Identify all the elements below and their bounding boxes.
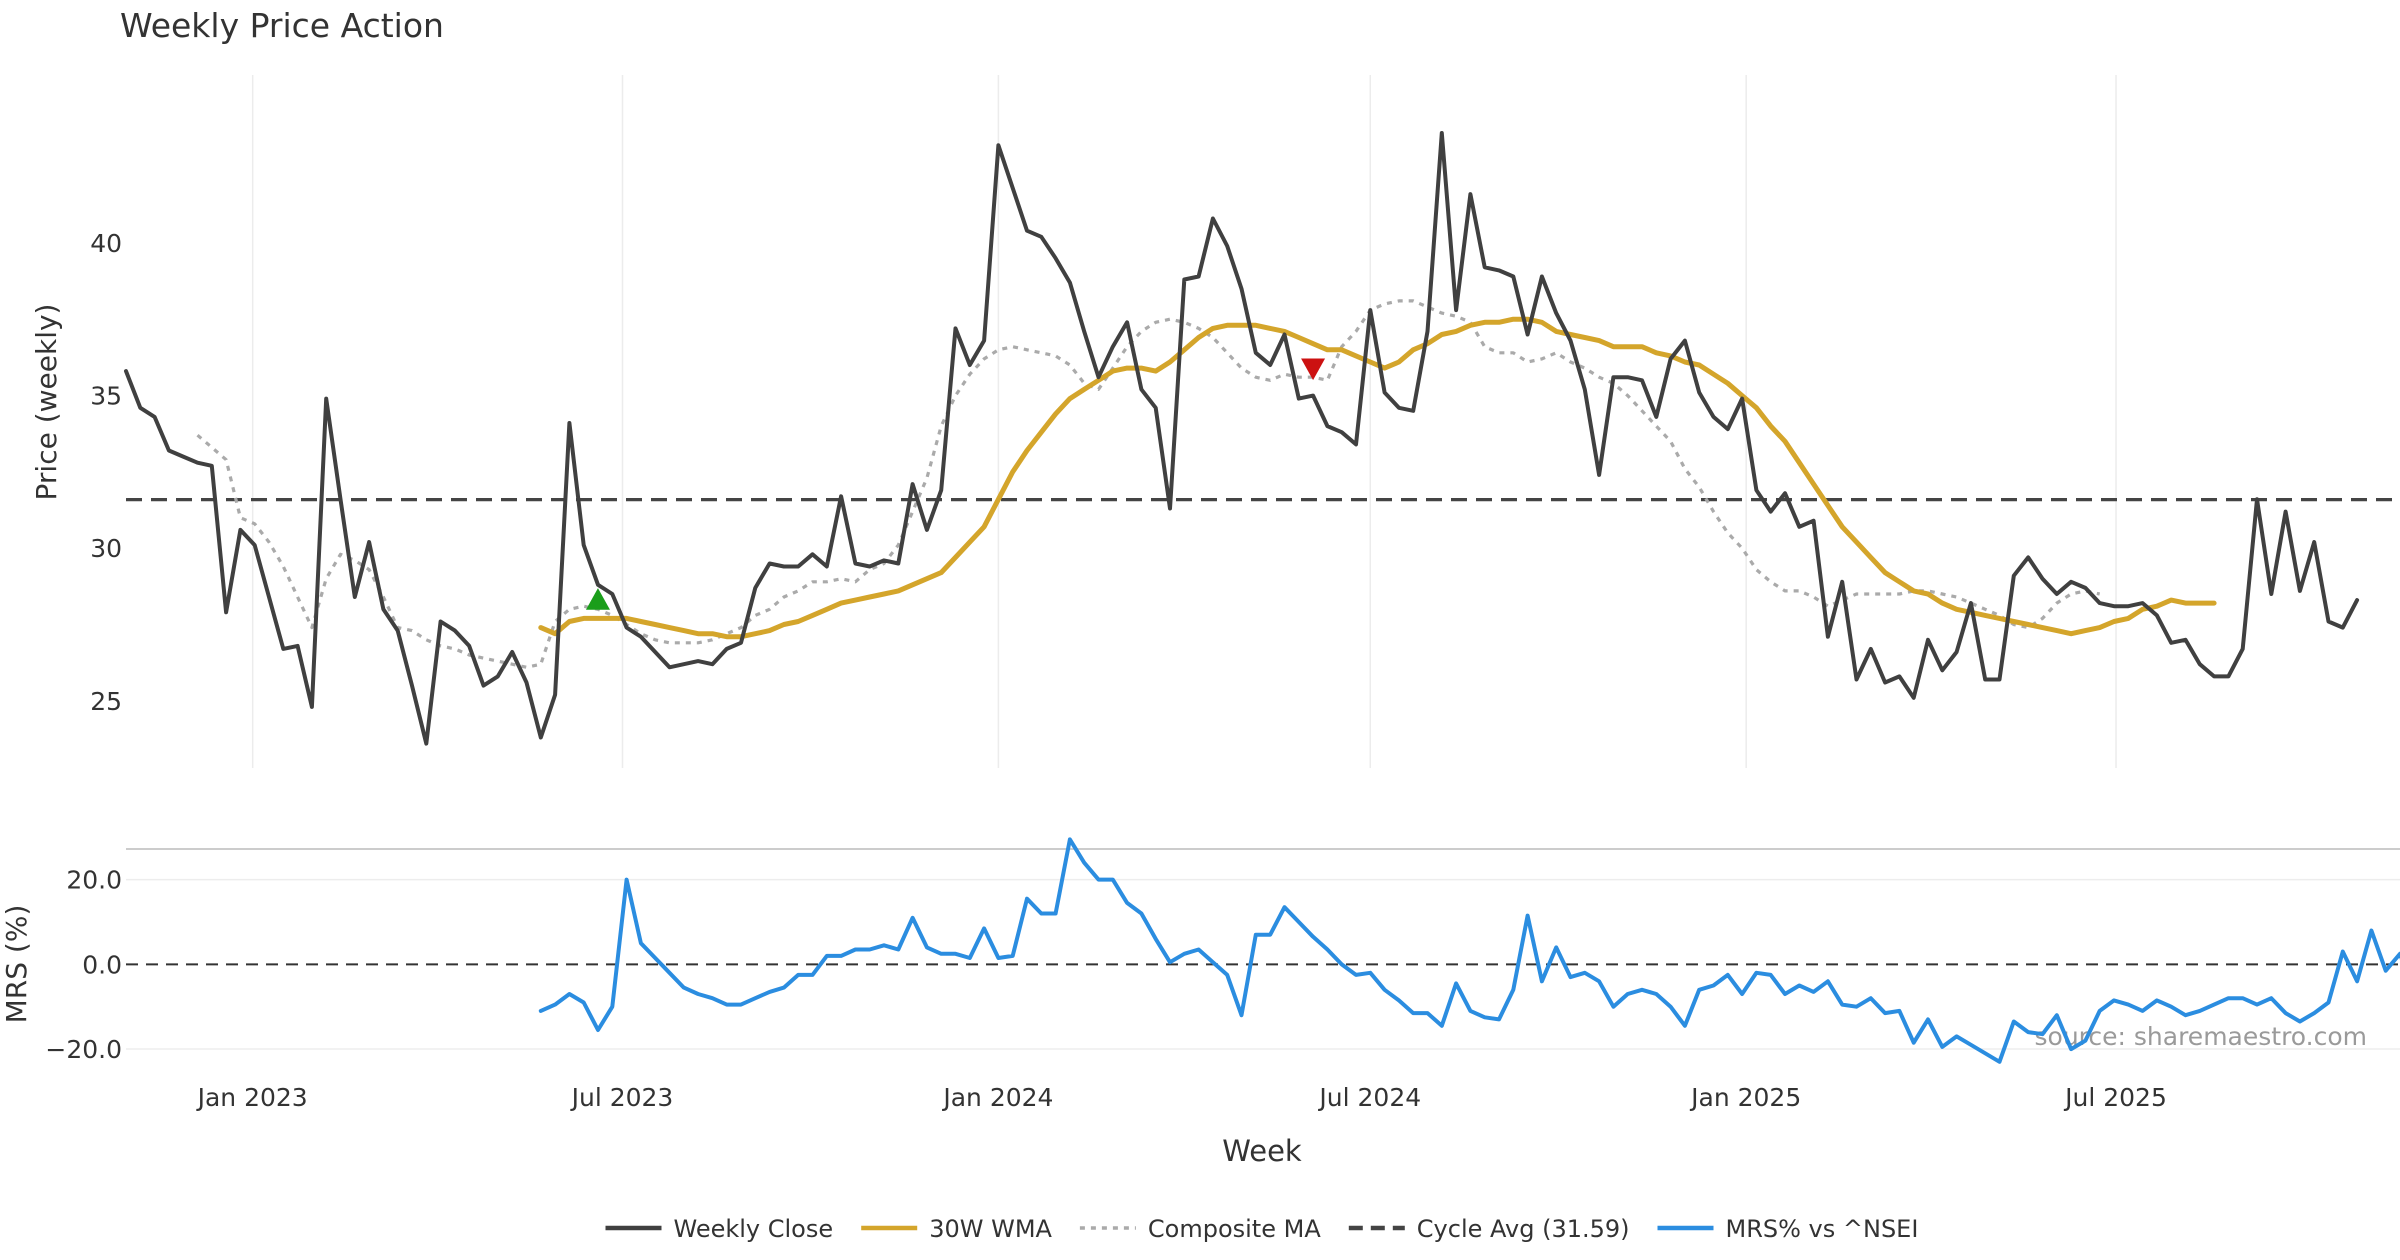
series-weekly-close [124,131,2360,746]
buy-signal-marker [585,588,610,610]
legend-item: Composite MA [1079,1215,1321,1243]
mrs-y-axis-label: MRS (%) [0,905,33,1024]
x-tick-label: Jan 2024 [941,1083,1053,1112]
legend-label: Composite MA [1148,1215,1321,1243]
legend-label: Weekly Close [674,1215,834,1243]
price-y-tick-label: 25 [90,687,122,716]
x-tick-label: Jul 2024 [1317,1083,1421,1112]
legend-label: Cycle Avg (31.59) [1417,1215,1630,1243]
price-y-tick-label: 35 [90,382,122,411]
x-tick-label: Jan 2025 [1689,1083,1801,1112]
x-tick-label: Jul 2025 [2063,1083,2167,1112]
legend-item: 30W WMA [861,1215,1053,1243]
series-mrs [538,837,2400,1064]
legend-label: 30W WMA [929,1215,1052,1243]
x-tick-label: Jul 2023 [570,1083,674,1112]
chart-title: Weekly Price Action [120,6,444,45]
mrs-y-tick-label: 20.0 [66,866,122,895]
price-y-tick-label: 30 [90,534,122,563]
source-note: source: sharemaestro.com [2035,1022,2368,1051]
price-y-axis-label: Price (weekly) [30,304,63,501]
x-tick-label: Jan 2023 [196,1083,308,1112]
sell-signal-marker [1301,358,1326,381]
legend-item: Cycle Avg (31.59) [1348,1215,1630,1243]
x-axis-label: Week [1222,1134,1302,1168]
legend-item: MRS% vs ^NSEI [1657,1215,1919,1243]
series-composite-ma [196,299,2101,669]
price-y-tick-label: 40 [90,229,122,258]
mrs-y-tick-label: 0.0 [82,950,122,979]
series-30w-wma [538,316,2217,640]
legend-item: Weekly Close [605,1215,834,1243]
legend-label: MRS% vs ^NSEI [1726,1215,1919,1243]
mrs-y-tick-label: −20.0 [45,1035,122,1064]
